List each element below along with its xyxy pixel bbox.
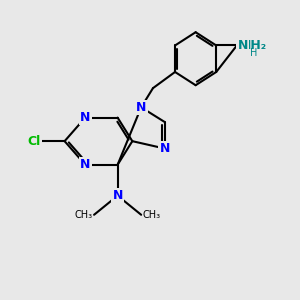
Text: N: N (112, 189, 123, 202)
Text: H: H (250, 48, 257, 58)
Text: N: N (136, 101, 146, 114)
Text: N: N (160, 142, 170, 155)
Text: CH₃: CH₃ (74, 210, 93, 220)
Text: CH₃: CH₃ (142, 210, 161, 220)
Text: N: N (80, 158, 90, 171)
Text: NH₂: NH₂ (241, 39, 267, 52)
Text: N: N (80, 111, 90, 124)
Text: Cl: Cl (27, 135, 40, 148)
Text: N: N (238, 39, 248, 52)
